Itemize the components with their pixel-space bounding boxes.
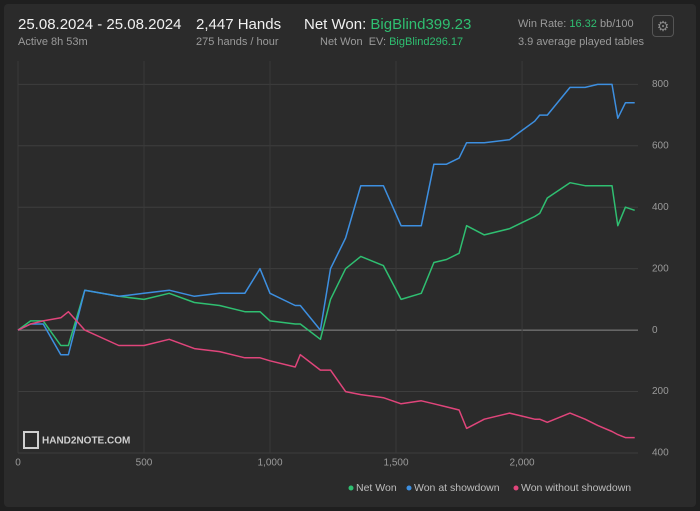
y-tick-label: 800: [652, 79, 669, 90]
net-won-ev-label: Net Won EV:: [320, 36, 387, 48]
hands: 2,447 Hands: [196, 16, 282, 33]
x-tick-label: 2,000: [510, 458, 535, 469]
net-won-value: BigBlind399.23: [370, 16, 472, 33]
series-line: [17, 181, 635, 347]
net-won: Net Won: BigBlind399.23: [304, 16, 471, 33]
legend-marker: [348, 485, 354, 491]
net-won-label: Net Won:: [304, 16, 367, 33]
active-time: Active 8h 53m: [18, 36, 88, 48]
logo: HAND2NOTE.COM: [42, 436, 130, 447]
net-won-ev: Net Won EV: BigBlind296.17: [320, 36, 463, 48]
hands-rate: 275 hands / hour: [196, 36, 279, 48]
date-range: 25.08.2024 - 25.08.2024: [18, 16, 182, 33]
series-line: [17, 83, 635, 356]
legend-label: Won without showdown: [521, 482, 631, 494]
tables: 3.9 average played tables: [518, 36, 644, 48]
x-tick-label: 500: [136, 458, 153, 469]
x-tick-label: 1,500: [384, 458, 409, 469]
net-won-ev-value: BigBlind296.17: [389, 36, 464, 48]
win-rate-value: 16.32: [569, 18, 597, 30]
y-tick-label: 400: [652, 202, 669, 213]
legend-marker: [406, 485, 412, 491]
y-tick-label: 0: [652, 325, 658, 336]
logo-icon: [23, 431, 39, 449]
series-line: [17, 310, 635, 439]
y-tick-label: 400: [652, 448, 669, 459]
x-tick-label: 0: [15, 458, 21, 469]
y-tick-label: 200: [652, 263, 669, 274]
win-rate-label: Win Rate:: [518, 18, 567, 30]
y-tick-label: 200: [652, 386, 669, 397]
win-rate: Win Rate: 16.32 bb/100: [518, 18, 634, 30]
legend-label: Won at showdown: [414, 482, 500, 494]
settings-button[interactable]: ⚙: [652, 15, 674, 37]
y-tick-label: 600: [652, 140, 669, 151]
win-rate-unit: bb/100: [599, 18, 634, 30]
legend-marker: [513, 485, 519, 491]
x-tick-label: 1,000: [258, 458, 283, 469]
legend-label: Net Won: [356, 482, 397, 494]
